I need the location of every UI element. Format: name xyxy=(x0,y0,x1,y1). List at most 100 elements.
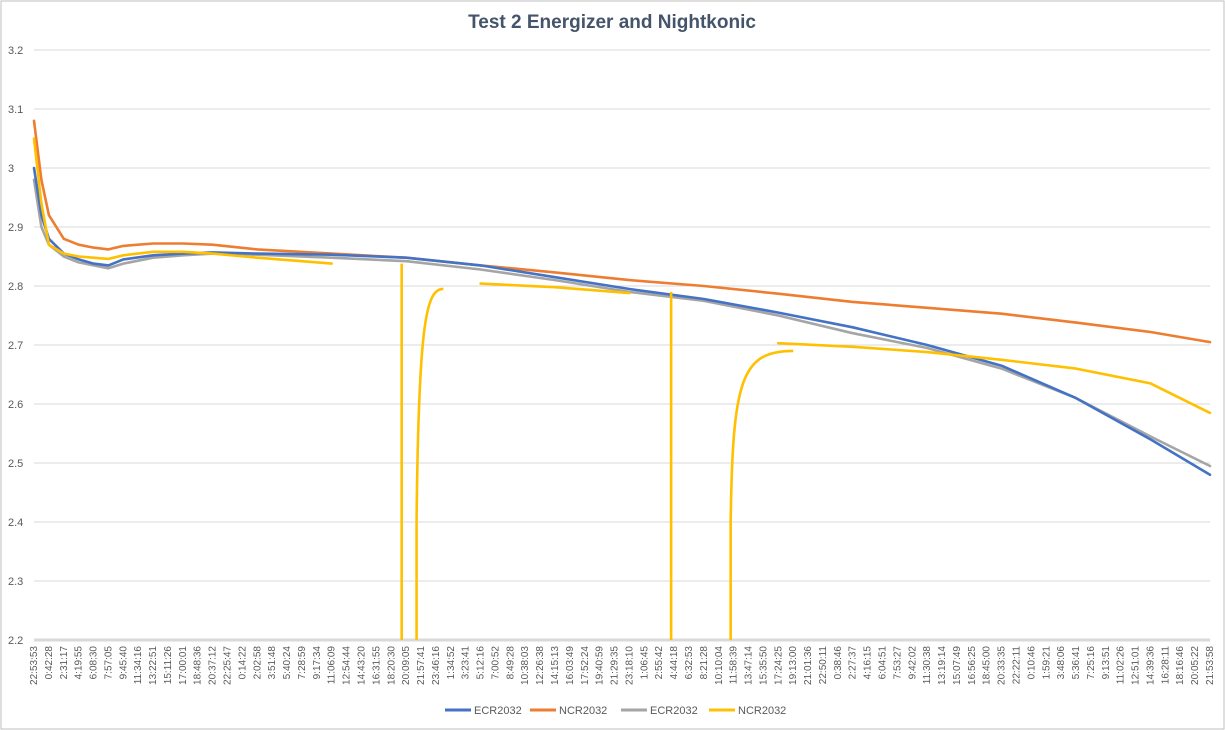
x-tick-label: 1:06:45 xyxy=(639,646,650,680)
legend-entry: NCR2032 xyxy=(559,705,607,717)
x-tick-label: 7:57:05 xyxy=(103,646,114,680)
x-tick-label: 2:55:42 xyxy=(654,646,665,680)
x-tick-label: 23:18:10 xyxy=(624,646,635,685)
legend: ECR2032 NCR2032 ECR2032 NCR2032 xyxy=(445,705,786,717)
x-tick-label: 7:25:16 xyxy=(1086,646,1097,680)
x-tick-label: 3:23:41 xyxy=(461,646,472,680)
series-line-0 xyxy=(32,166,1212,477)
x-tick-label: 2:27:37 xyxy=(848,646,859,680)
y-tick-label: 2.9 xyxy=(8,222,23,234)
x-tick-label: 9:42:02 xyxy=(907,646,918,680)
x-tick-label: 18:20:30 xyxy=(386,646,397,685)
x-tick-label: 23:46:16 xyxy=(431,646,442,685)
x-tick-label: 16:31:55 xyxy=(371,646,382,685)
x-tick-label: 9:17:34 xyxy=(312,646,323,680)
x-tick-label: 9:13:51 xyxy=(1101,646,1112,680)
x-tick-label: 18:16:46 xyxy=(1175,646,1186,685)
x-tick-label: 3:51:48 xyxy=(267,646,278,680)
series-group xyxy=(32,119,1212,640)
legend-entry: ECR2032 xyxy=(650,705,698,717)
x-tick-label: 7:00:52 xyxy=(490,646,501,680)
x-tick-label: 12:26:38 xyxy=(535,646,546,685)
x-tick-label: 16:56:25 xyxy=(967,646,978,685)
x-tick-label: 0:14:22 xyxy=(237,646,248,680)
recovery-curve xyxy=(729,349,794,640)
x-tick-label: 18:48:36 xyxy=(193,646,204,685)
x-tick-label: 2:31:17 xyxy=(59,646,70,680)
x-tick-label: 4:16:15 xyxy=(863,646,874,680)
x-tick-label: 1:59:21 xyxy=(1041,646,1052,680)
y-tick-label: 2.5 xyxy=(8,458,23,470)
x-tick-label: 22:50:11 xyxy=(818,646,829,685)
x-tick-label: 11:06:09 xyxy=(327,646,338,685)
x-tick-label: 9:45:40 xyxy=(118,646,129,680)
y-tick-label: 3.2 xyxy=(8,45,23,57)
x-tick-label: 0:42:28 xyxy=(44,646,55,680)
x-tick-label: 0:38:46 xyxy=(833,646,844,680)
x-tick-label: 13:19:14 xyxy=(937,646,948,685)
x-tick-label: 15:11:26 xyxy=(163,646,174,685)
x-tick-label: 4:44:18 xyxy=(669,646,680,680)
x-tick-label: 17:52:24 xyxy=(580,646,591,685)
x-tick-label: 22:53:53 xyxy=(29,646,40,685)
x-tick-label: 10:38:03 xyxy=(520,646,531,685)
x-tick-label: 13:22:51 xyxy=(148,646,159,685)
x-tick-label: 19:13:00 xyxy=(788,646,799,685)
x-tick-label: 18:45:00 xyxy=(982,646,993,685)
series-line-2 xyxy=(32,178,1212,468)
x-tick-label: 20:33:35 xyxy=(997,646,1008,685)
recovery-curve xyxy=(415,287,444,640)
x-tick-label: 16:03:49 xyxy=(565,646,576,685)
y-tick-label: 2.4 xyxy=(8,517,23,529)
x-tick-label: 17:00:01 xyxy=(178,646,189,685)
y-tick-label: 2.2 xyxy=(8,635,23,647)
x-tick-label: 22:22:11 xyxy=(1011,646,1022,685)
x-tick-label: 14:15:13 xyxy=(550,646,561,685)
y-tick-label: 2.3 xyxy=(8,576,23,588)
y-tick-label: 3.1 xyxy=(8,104,23,116)
x-tick-label: 5:40:24 xyxy=(282,646,293,680)
x-tick-label: 7:28:59 xyxy=(297,646,308,680)
x-tick-label: 0:10:46 xyxy=(1026,646,1037,680)
x-tick-label: 21:53:58 xyxy=(1205,646,1216,685)
x-tick-label: 7:53:27 xyxy=(892,646,903,680)
gridlines xyxy=(34,49,1210,641)
x-tick-label: 8:49:28 xyxy=(505,646,516,680)
x-tick-label: 22:25:47 xyxy=(223,646,234,685)
x-tick-label: 14:43:20 xyxy=(356,646,367,685)
x-tick-label: 20:37:12 xyxy=(208,646,219,685)
y-tick-label: 3 xyxy=(8,163,14,175)
series-line-3 xyxy=(32,137,1212,415)
y-tick-label: 2.7 xyxy=(8,340,23,352)
series-line-1 xyxy=(32,119,1212,344)
x-tick-label: 3:48:06 xyxy=(1056,646,1067,680)
y-tick-label: 2.6 xyxy=(8,399,23,411)
x-tick-label: 1:34:52 xyxy=(446,646,457,680)
x-tick-label: 4:19:55 xyxy=(74,646,85,680)
x-axis: 22:53:53 0:42:28 2:31:17 4:19:55 6:08:30 7:57… xyxy=(29,646,1216,685)
x-tick-label: 11:02:26 xyxy=(1116,646,1127,685)
x-tick-label: 6:32:53 xyxy=(684,646,695,680)
x-tick-label: 14:39:36 xyxy=(1145,646,1156,685)
x-tick-label: 5:36:41 xyxy=(1071,646,1082,680)
x-tick-label: 8:21:28 xyxy=(699,646,710,680)
chart-title: Test 2 Energizer and Nightkonic xyxy=(468,12,756,33)
x-tick-label: 21:29:35 xyxy=(610,646,621,685)
legend-entry: NCR2032 xyxy=(738,705,786,717)
x-tick-label: 11:34:16 xyxy=(133,646,144,685)
x-tick-label: 10:10:04 xyxy=(714,646,725,685)
x-tick-label: 21:01:36 xyxy=(803,646,814,685)
x-tick-label: 21:57:41 xyxy=(416,646,427,685)
x-tick-label: 13:47:14 xyxy=(744,646,755,685)
x-tick-label: 15:35:50 xyxy=(758,646,769,685)
x-tick-label: 6:08:30 xyxy=(89,646,100,680)
x-tick-label: 2:02:58 xyxy=(252,646,263,680)
x-tick-label: 6:04:51 xyxy=(878,646,889,680)
x-tick-label: 11:58:39 xyxy=(729,646,740,685)
x-tick-label: 12:51:01 xyxy=(1131,646,1142,685)
x-tick-label: 17:24:25 xyxy=(773,646,784,685)
